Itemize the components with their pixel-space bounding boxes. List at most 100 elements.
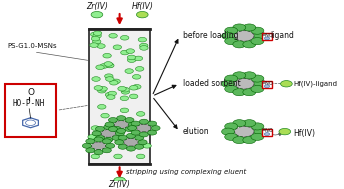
Circle shape xyxy=(105,63,114,67)
Circle shape xyxy=(126,49,135,53)
Circle shape xyxy=(140,46,148,50)
Circle shape xyxy=(110,81,118,85)
Circle shape xyxy=(118,86,126,91)
Bar xyxy=(262,81,272,88)
Circle shape xyxy=(125,127,134,132)
Circle shape xyxy=(121,90,130,94)
Circle shape xyxy=(126,146,136,151)
Circle shape xyxy=(140,43,148,48)
Text: PS-G1.0-MSNs: PS-G1.0-MSNs xyxy=(8,43,57,49)
Circle shape xyxy=(243,41,256,48)
Circle shape xyxy=(94,150,103,155)
Circle shape xyxy=(88,135,96,139)
Circle shape xyxy=(118,144,127,149)
Circle shape xyxy=(105,92,114,97)
Text: Hf(IV): Hf(IV) xyxy=(293,129,315,138)
Circle shape xyxy=(233,41,246,48)
Circle shape xyxy=(139,132,148,137)
Circle shape xyxy=(235,31,254,41)
Circle shape xyxy=(251,27,264,34)
Circle shape xyxy=(96,126,105,131)
Circle shape xyxy=(254,32,267,40)
Circle shape xyxy=(137,124,151,132)
Circle shape xyxy=(129,94,138,99)
Circle shape xyxy=(105,74,113,78)
Circle shape xyxy=(90,43,98,47)
Circle shape xyxy=(82,143,92,148)
Circle shape xyxy=(92,131,101,136)
Circle shape xyxy=(108,127,118,132)
Circle shape xyxy=(225,38,238,45)
Circle shape xyxy=(235,126,254,137)
Circle shape xyxy=(109,33,117,38)
Circle shape xyxy=(233,72,246,79)
Circle shape xyxy=(129,85,138,90)
Circle shape xyxy=(138,37,147,42)
Circle shape xyxy=(251,85,264,93)
Circle shape xyxy=(101,129,115,137)
Circle shape xyxy=(233,24,246,31)
Circle shape xyxy=(112,136,121,140)
Circle shape xyxy=(254,80,267,87)
Circle shape xyxy=(97,44,105,48)
Circle shape xyxy=(243,89,256,96)
Circle shape xyxy=(93,39,101,44)
Circle shape xyxy=(131,121,140,126)
Circle shape xyxy=(127,55,136,60)
Circle shape xyxy=(115,140,124,145)
Circle shape xyxy=(92,142,106,150)
Circle shape xyxy=(92,77,100,81)
Circle shape xyxy=(104,137,113,142)
Circle shape xyxy=(137,154,145,159)
Circle shape xyxy=(106,77,114,81)
Text: Zr(IV): Zr(IV) xyxy=(86,2,108,11)
Circle shape xyxy=(121,87,129,92)
Circle shape xyxy=(105,122,114,127)
Circle shape xyxy=(103,53,111,58)
Circle shape xyxy=(134,56,143,61)
Circle shape xyxy=(243,136,256,144)
Circle shape xyxy=(120,96,129,101)
Circle shape xyxy=(117,129,126,133)
Circle shape xyxy=(117,116,126,121)
Circle shape xyxy=(148,130,157,135)
Circle shape xyxy=(222,80,235,87)
Circle shape xyxy=(151,126,160,131)
Circle shape xyxy=(143,143,151,148)
Circle shape xyxy=(108,118,118,122)
Circle shape xyxy=(121,50,129,55)
Circle shape xyxy=(265,85,270,88)
Text: Zr(IV): Zr(IV) xyxy=(109,180,130,189)
Circle shape xyxy=(114,177,126,184)
Circle shape xyxy=(106,63,114,68)
Circle shape xyxy=(120,36,129,40)
Circle shape xyxy=(114,121,128,129)
Circle shape xyxy=(91,154,99,159)
Circle shape xyxy=(135,144,144,149)
Circle shape xyxy=(251,123,264,130)
Circle shape xyxy=(90,32,99,37)
Circle shape xyxy=(96,65,104,70)
Circle shape xyxy=(233,136,246,144)
Circle shape xyxy=(115,131,125,136)
Bar xyxy=(89,29,150,163)
Text: HO-P-NH: HO-P-NH xyxy=(13,99,45,108)
Circle shape xyxy=(254,128,267,135)
Circle shape xyxy=(225,123,238,130)
Circle shape xyxy=(113,45,121,50)
Circle shape xyxy=(98,105,106,109)
Circle shape xyxy=(222,32,235,40)
Circle shape xyxy=(127,58,136,62)
Circle shape xyxy=(243,120,256,127)
Circle shape xyxy=(131,130,140,135)
Circle shape xyxy=(112,126,121,131)
Circle shape xyxy=(102,148,111,153)
Circle shape xyxy=(99,87,107,91)
Bar xyxy=(262,33,272,40)
Circle shape xyxy=(96,136,105,140)
Circle shape xyxy=(107,95,115,99)
Circle shape xyxy=(137,12,148,18)
Circle shape xyxy=(235,78,254,89)
Circle shape xyxy=(120,108,129,113)
Circle shape xyxy=(102,139,111,144)
